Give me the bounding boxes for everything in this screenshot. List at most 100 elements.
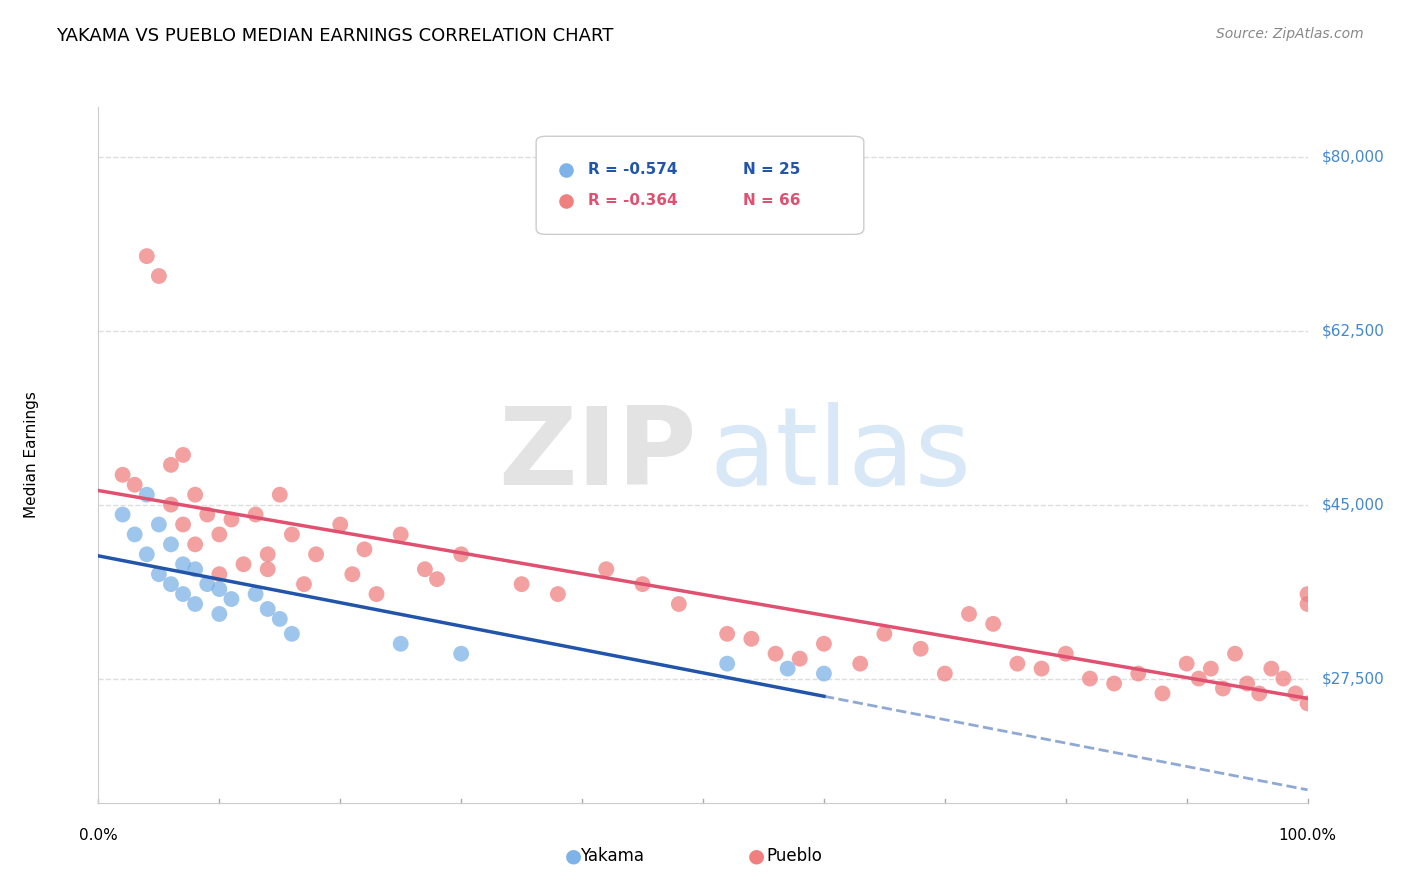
Point — [342, 567, 364, 582]
Point — [148, 567, 170, 582]
Point — [256, 602, 278, 616]
Point — [269, 488, 291, 502]
Point — [1102, 676, 1125, 690]
Point — [135, 488, 157, 502]
Text: N = 25: N = 25 — [742, 162, 800, 178]
Point — [221, 592, 243, 607]
Point — [160, 458, 183, 472]
Point — [957, 607, 980, 621]
Point — [1223, 647, 1246, 661]
Text: YAKAMA VS PUEBLO MEDIAN EARNINGS CORRELATION CHART: YAKAMA VS PUEBLO MEDIAN EARNINGS CORRELA… — [56, 27, 613, 45]
Point — [208, 567, 231, 582]
Text: N = 66: N = 66 — [742, 194, 800, 209]
Point — [1296, 597, 1319, 611]
Point — [232, 558, 254, 572]
Point — [668, 597, 690, 611]
Point — [281, 527, 304, 541]
Point — [776, 662, 799, 676]
Text: 0.0%: 0.0% — [79, 828, 118, 843]
Point — [1007, 657, 1029, 671]
Point — [1272, 672, 1295, 686]
Point — [184, 597, 207, 611]
Point — [184, 488, 207, 502]
Point — [195, 577, 218, 591]
Point — [305, 547, 328, 561]
Text: ●: ● — [748, 847, 765, 866]
Point — [1199, 662, 1222, 676]
Point — [160, 537, 183, 551]
FancyBboxPatch shape — [536, 136, 863, 235]
Text: R = -0.574: R = -0.574 — [588, 162, 678, 178]
Point — [1188, 672, 1211, 686]
Text: ●: ● — [565, 847, 582, 866]
Point — [172, 517, 194, 532]
Point — [124, 477, 146, 491]
Text: $62,500: $62,500 — [1322, 323, 1385, 338]
Point — [789, 651, 811, 665]
Point — [366, 587, 388, 601]
Text: Median Earnings: Median Earnings — [24, 392, 39, 518]
Point — [910, 641, 932, 656]
Point — [172, 558, 194, 572]
Point — [111, 508, 134, 522]
Point — [510, 577, 533, 591]
Point — [111, 467, 134, 482]
Point — [716, 627, 738, 641]
Point — [1212, 681, 1234, 696]
Point — [1078, 672, 1101, 686]
Text: ZIP: ZIP — [499, 402, 697, 508]
Point — [245, 587, 267, 601]
Point — [172, 587, 194, 601]
Point — [124, 527, 146, 541]
Point — [256, 547, 278, 561]
Point — [221, 512, 243, 526]
Point — [934, 666, 956, 681]
Text: $27,500: $27,500 — [1322, 671, 1385, 686]
Point — [716, 657, 738, 671]
Point — [1296, 587, 1319, 601]
Point — [450, 647, 472, 661]
Point — [172, 448, 194, 462]
Text: $45,000: $45,000 — [1322, 497, 1385, 512]
Point — [849, 657, 872, 671]
Point — [595, 562, 617, 576]
Point — [1260, 662, 1282, 676]
Point — [269, 612, 291, 626]
Point — [765, 647, 787, 661]
Point — [813, 666, 835, 681]
Point — [1249, 686, 1271, 700]
Point — [1152, 686, 1174, 700]
Point — [450, 547, 472, 561]
Point — [148, 517, 170, 532]
Point — [1175, 657, 1198, 671]
Point — [160, 498, 183, 512]
Point — [426, 572, 449, 586]
Point — [184, 537, 207, 551]
Text: 100.0%: 100.0% — [1278, 828, 1337, 843]
Point — [873, 627, 896, 641]
Point — [981, 616, 1004, 631]
Point — [292, 577, 315, 591]
Point — [245, 508, 267, 522]
Point — [195, 508, 218, 522]
Point — [740, 632, 762, 646]
Point — [1284, 686, 1306, 700]
Point — [329, 517, 352, 532]
Point — [389, 637, 412, 651]
Text: Yakama: Yakama — [579, 847, 644, 865]
Point — [1128, 666, 1150, 681]
Point — [256, 562, 278, 576]
Point — [631, 577, 654, 591]
Text: Source: ZipAtlas.com: Source: ZipAtlas.com — [1216, 27, 1364, 41]
Point — [1236, 676, 1258, 690]
Point — [1031, 662, 1053, 676]
Text: Pueblo: Pueblo — [766, 847, 823, 865]
Point — [160, 577, 183, 591]
Point — [1054, 647, 1077, 661]
Point — [135, 249, 157, 263]
Point — [547, 587, 569, 601]
Point — [813, 637, 835, 651]
Text: $80,000: $80,000 — [1322, 149, 1385, 164]
Point — [1296, 697, 1319, 711]
Point — [208, 607, 231, 621]
